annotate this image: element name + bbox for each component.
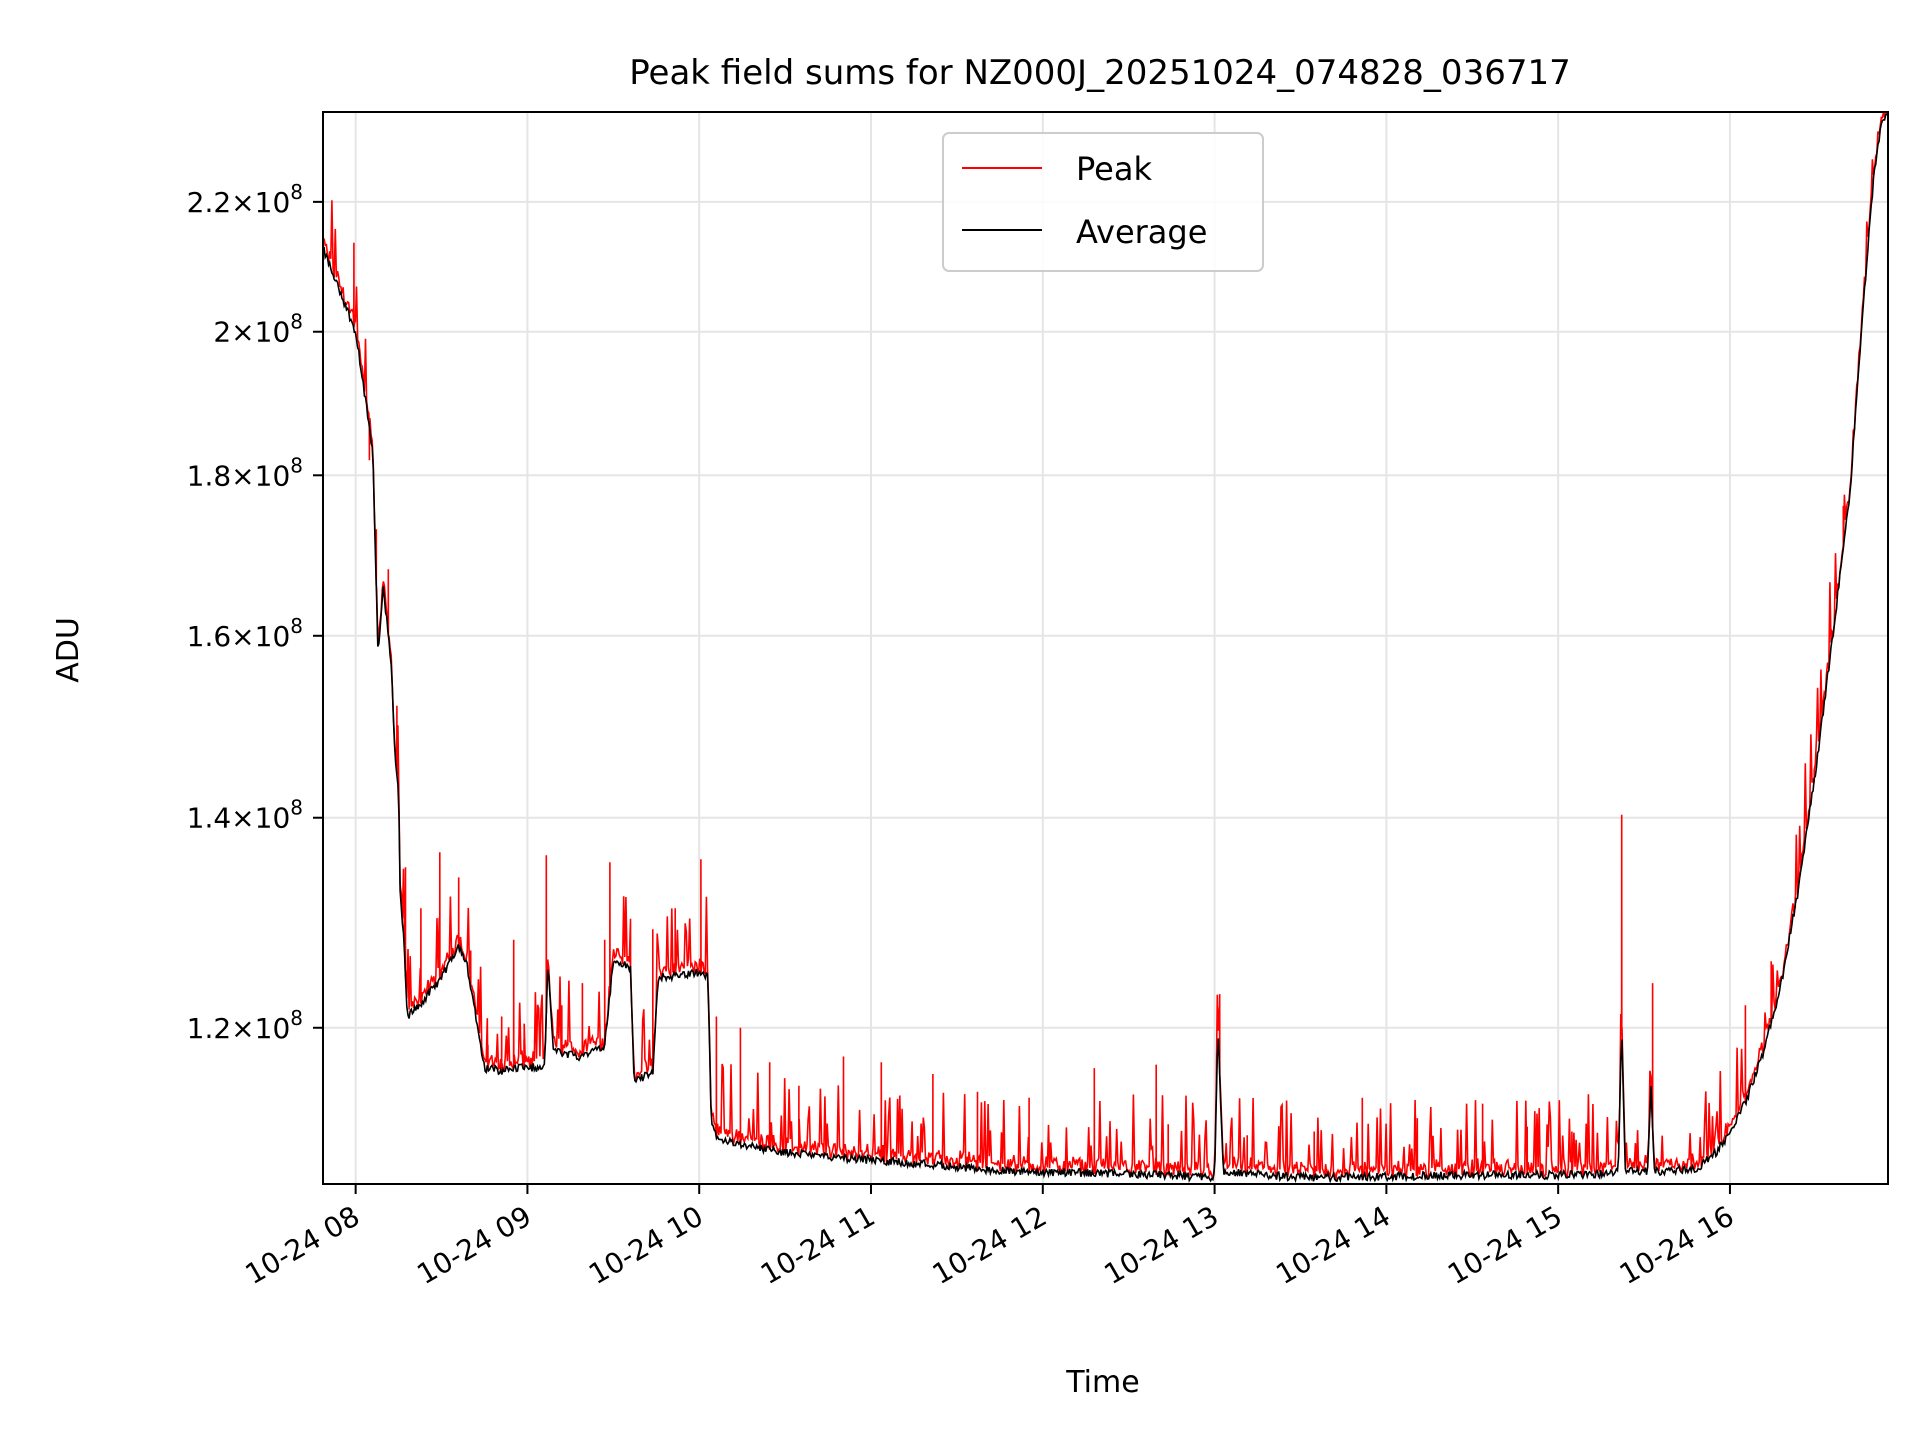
y-tick-label: 1.2×108	[187, 1006, 303, 1045]
legend-label-average: Average	[1076, 213, 1207, 251]
y-tick-label: 1.4×108	[187, 796, 303, 835]
series-line-peak	[323, 112, 1888, 1182]
chart-title: Peak field sums for NZ000J_20251024_0748…	[629, 53, 1570, 93]
legend: Peak Average	[942, 132, 1264, 272]
y-tick-label: 1.6×108	[187, 614, 303, 653]
y-axis-label: ADU	[51, 617, 86, 683]
legend-label-peak: Peak	[1076, 150, 1152, 188]
y-tick-label: 2.2×108	[187, 180, 303, 219]
y-tick-label: 2×108	[213, 310, 303, 349]
x-axis-label: Time	[1065, 1365, 1139, 1400]
plot-frame	[322, 111, 1889, 1185]
series-line-average	[323, 112, 1888, 1184]
y-tick-label: 1.8×108	[187, 453, 303, 492]
series-layer	[323, 112, 1888, 1184]
